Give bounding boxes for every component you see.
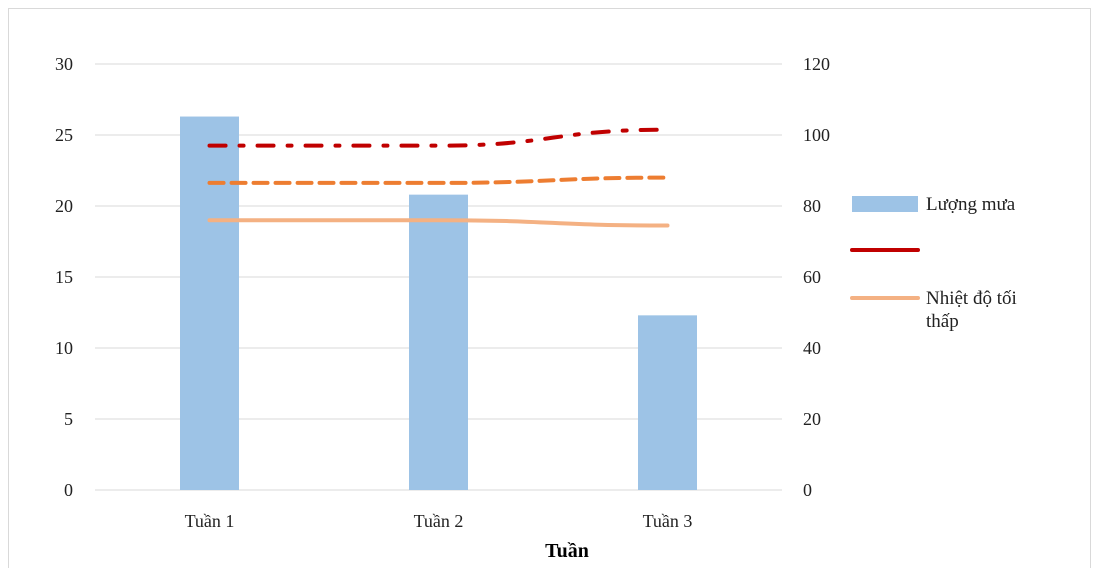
y2-tick-label: 80 — [803, 196, 821, 216]
line-series — [207, 127, 670, 228]
x-axis-title: Tuần — [545, 540, 589, 562]
legend-label: Lượng mưa — [926, 194, 1016, 215]
x-axis: Tuần 1 Tuần 2 Tuần 3 — [185, 511, 693, 531]
chart-frame — [8, 8, 1091, 568]
bar — [180, 116, 239, 490]
y2-tick-label: 60 — [803, 267, 821, 287]
y-tick-label: 25 — [55, 125, 73, 145]
y-tick-label: 30 — [55, 54, 73, 74]
x-tick-label: Tuần 3 — [643, 511, 693, 531]
bar — [638, 315, 697, 490]
right-y-axis: 0 20 40 60 80 100 120 — [803, 54, 830, 500]
x-tick-label: Tuần 1 — [185, 511, 235, 531]
y2-tick-label: 20 — [803, 409, 821, 429]
y2-tick-label: 100 — [803, 125, 830, 145]
x-tick-label: Tuần 2 — [414, 511, 464, 531]
line-series-2 — [207, 175, 670, 185]
y-tick-label: 10 — [55, 338, 73, 358]
legend-swatch — [852, 196, 918, 212]
bar — [409, 194, 468, 490]
line-series-1 — [207, 127, 670, 148]
legend-label: Nhiệt độ tối — [926, 288, 1017, 309]
y2-tick-label: 40 — [803, 338, 821, 358]
y-tick-label: 5 — [64, 409, 73, 429]
line-series-3 — [207, 218, 670, 228]
legend-label: thấp — [926, 311, 959, 332]
bar-series — [180, 116, 697, 490]
y-tick-label: 15 — [55, 267, 73, 287]
y-tick-label: 0 — [64, 480, 73, 500]
y2-tick-label: 0 — [803, 480, 812, 500]
left-y-axis: 0 5 10 15 20 25 30 — [55, 54, 73, 500]
y2-tick-label: 120 — [803, 54, 830, 74]
y-tick-label: 20 — [55, 196, 73, 216]
